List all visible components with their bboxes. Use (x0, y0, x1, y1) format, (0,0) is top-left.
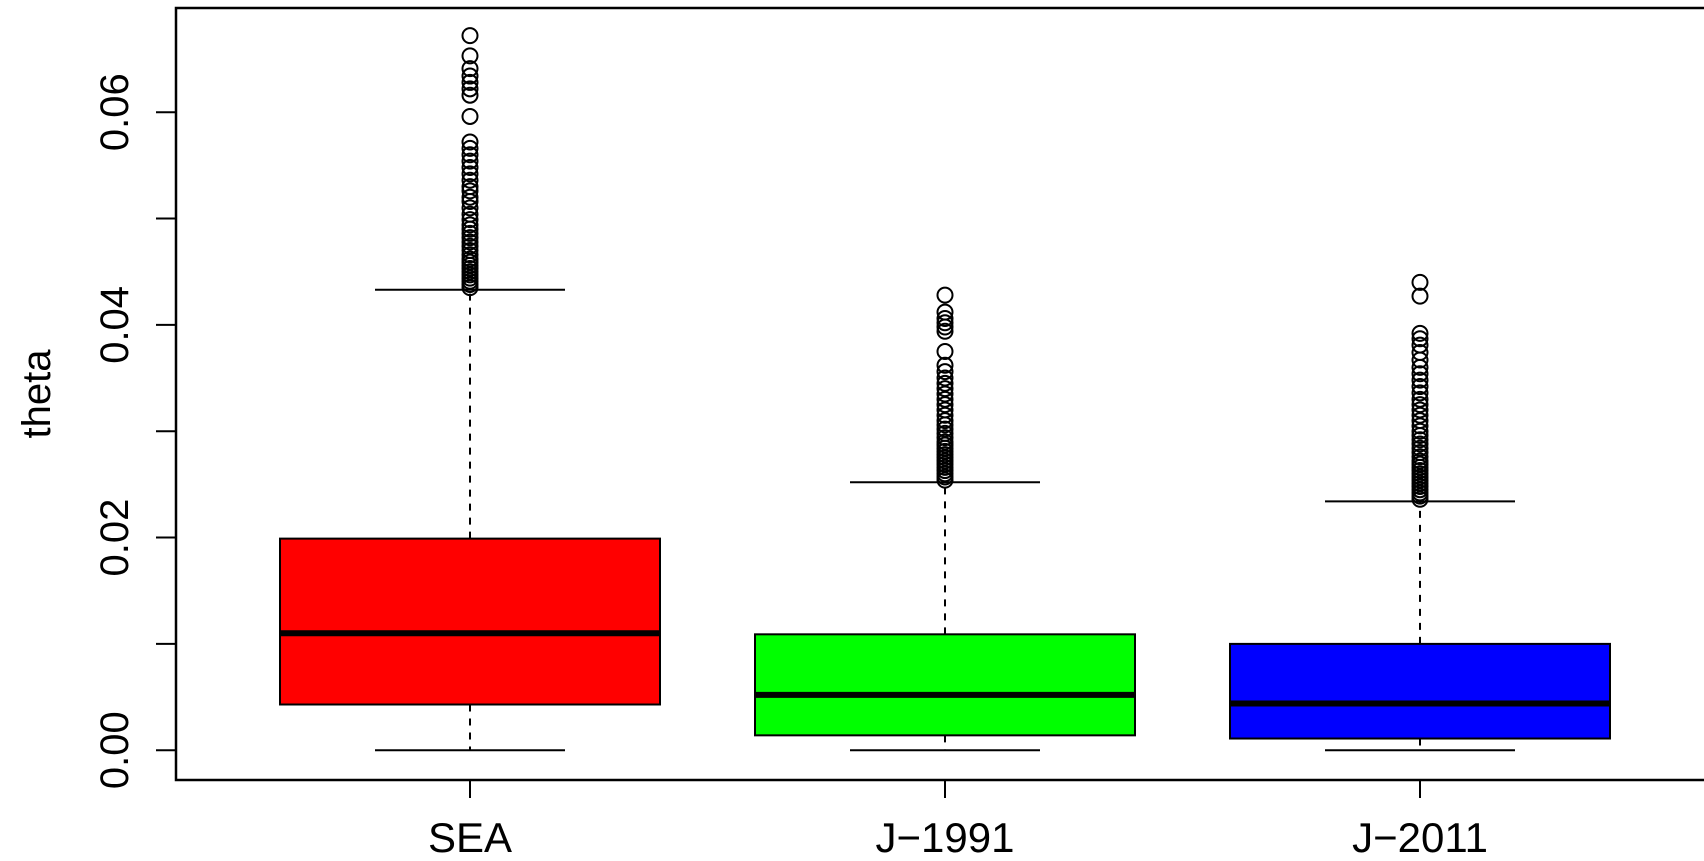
outlier-point (936, 420, 954, 438)
outlier-point (1411, 431, 1429, 449)
outlier-point (936, 322, 954, 340)
outlier-point (461, 216, 479, 234)
box-2 (1229, 273, 1611, 752)
outlier-point (936, 424, 954, 442)
outlier-point (1411, 336, 1429, 354)
outlier-point (1411, 384, 1429, 402)
outlier-point (461, 250, 479, 268)
outlier-point (461, 107, 479, 125)
outlier-point (461, 152, 479, 170)
outlier-point (1411, 448, 1429, 466)
y-tick-label: 0.02 (93, 499, 137, 577)
outlier-point (1411, 324, 1429, 342)
outlier-point (461, 73, 479, 91)
outlier-point (1411, 378, 1429, 396)
outlier-point (1411, 273, 1429, 291)
y-tick-label: 0.04 (93, 286, 137, 364)
outlier-point (1411, 344, 1429, 362)
outlier-point (1411, 435, 1429, 453)
outlier-point (1411, 452, 1429, 470)
box-rect (1229, 642, 1611, 740)
y-axis-title: theta (15, 349, 59, 439)
outlier-point (936, 374, 954, 392)
box-rect (754, 633, 1136, 737)
box-rect (279, 537, 661, 706)
outlier-point (461, 165, 479, 183)
x-axis: SEA J−1991 J−2011 (428, 780, 1488, 861)
x-tick-label: J−1991 (876, 814, 1015, 861)
outlier-point (461, 159, 479, 177)
outlier-point (1411, 443, 1429, 461)
outlier-point (461, 86, 479, 104)
outlier-point (461, 246, 479, 264)
outlier-point (461, 224, 479, 242)
outlier-point (1411, 396, 1429, 414)
outlier-point (461, 171, 479, 189)
outlier-point (936, 380, 954, 398)
outlier-point (936, 342, 954, 360)
x-tick-label: SEA (428, 814, 512, 861)
outlier-point (461, 241, 479, 259)
outlier-point (461, 229, 479, 247)
outlier-point (1411, 371, 1429, 389)
outlier-point (461, 237, 479, 255)
boxes-layer (279, 27, 1611, 752)
outlier-point (461, 233, 479, 251)
box-1 (754, 286, 1136, 752)
x-tick-label: J−2011 (1352, 814, 1488, 861)
outlier-point (461, 67, 479, 85)
outlier-point (936, 303, 954, 321)
outlier-point (461, 139, 479, 157)
outlier-point (936, 429, 954, 447)
outlier-point (461, 60, 479, 78)
outlier-point (936, 286, 954, 304)
outlier-point (461, 146, 479, 164)
outlier-point (461, 80, 479, 98)
y-axis: 0.00 0.02 0.04 0.06 (93, 73, 176, 789)
outlier-point (461, 211, 479, 229)
outlier-point (461, 182, 479, 200)
outlier-point (461, 47, 479, 65)
outlier-point (461, 188, 479, 206)
outlier-point (461, 27, 479, 45)
y-tick-label: 0.00 (93, 711, 137, 789)
outlier-point (936, 433, 954, 451)
outlier-point (936, 310, 954, 328)
outlier-point (936, 363, 954, 381)
outlier-point (936, 314, 954, 332)
outlier-point (1411, 439, 1429, 457)
outlier-point (936, 356, 954, 374)
outlier-point (461, 199, 479, 217)
y-tick-label: 0.06 (93, 73, 137, 151)
outlier-point (1411, 287, 1429, 305)
outlier-point (461, 178, 479, 196)
outlier-point (1411, 401, 1429, 419)
outlier-point (461, 133, 479, 151)
outlier-point (461, 205, 479, 223)
box-0 (279, 27, 661, 752)
outlier-point (1411, 390, 1429, 408)
outlier-point (1411, 365, 1429, 383)
outlier-point (1411, 330, 1429, 348)
outlier-point (936, 369, 954, 387)
